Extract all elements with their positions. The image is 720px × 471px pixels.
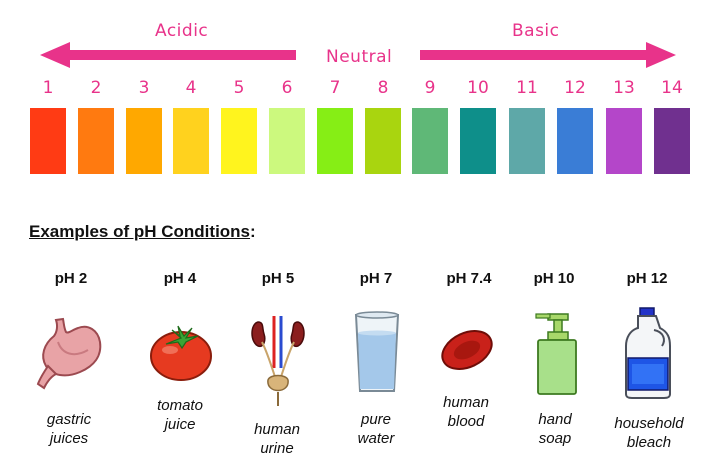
example-ph-label: pH 10 [533,270,575,287]
caption-line: household [614,415,684,432]
ph-swatch [30,108,66,174]
ph-number: 4 [185,78,197,98]
ph-number: 13 [613,78,635,98]
ph-number: 14 [661,78,683,98]
ph-swatch [173,108,209,174]
example-ph-label: pH 12 [626,270,668,287]
ph-number: 1 [42,78,54,98]
ph-swatch [365,108,401,174]
ph-number: 8 [377,78,389,98]
ph-swatch [269,108,305,174]
ph-swatch [557,108,593,174]
basic-label: Basic [512,21,560,41]
ph-swatch [126,108,162,174]
ph-swatch [78,108,114,174]
example-ph-label: pH 2 [54,270,88,287]
tomato-icon [150,325,212,381]
caption-line: tomato [157,397,203,414]
ph-number: 7 [329,78,341,98]
example-caption: pure water [321,410,431,448]
ph-swatch [606,108,642,174]
ph-number: 5 [233,78,245,98]
example-ph-label: pH 4 [163,270,197,287]
ph-swatch [317,108,353,174]
examples-heading: Examples of pH Conditions: [29,222,256,242]
caption-line: juices [49,430,89,447]
acidic-arrow-icon [40,42,296,68]
water-glass-icon [354,311,400,392]
caption-line: human [443,394,489,411]
example-caption: human blood [411,393,521,431]
caption-line: urine [260,440,294,457]
caption-line: hand [538,411,572,428]
urinary-system-icon [251,316,305,406]
ph-number: 10 [467,78,489,98]
ph-swatch [509,108,545,174]
caption-line: gastric [46,411,92,428]
example-caption: tomato juice [125,396,235,434]
caption-line: blood [447,413,485,430]
ph-swatch [460,108,496,174]
caption-line: bleach [626,434,672,451]
caption-line: soap [538,430,572,447]
ph-swatch [221,108,257,174]
acidic-label: Acidic [155,21,209,41]
caption-line: pure [360,411,392,428]
ph-number: 11 [516,78,538,98]
basic-arrow-icon [420,42,676,68]
ph-swatch [412,108,448,174]
blood-cell-icon [441,330,493,370]
stomach-icon [36,317,102,390]
ph-number: 2 [90,78,102,98]
example-caption: household bleach [594,414,704,452]
example-ph-label: pH 7 [359,270,393,287]
example-caption: gastric juices [14,410,124,448]
example-ph-label: pH 5 [261,270,295,287]
caption-line: juice [164,416,196,433]
examples-heading-text: Examples of pH Conditions [29,222,251,241]
ph-number: 6 [281,78,293,98]
soap-dispenser-icon [535,313,577,395]
bleach-bottle-icon [625,307,671,399]
neutral-label: Neutral [326,47,393,67]
caption-line: water [357,430,395,447]
ph-number: 12 [564,78,586,98]
examples-heading-colon: : [250,222,256,241]
ph-number: 9 [424,78,436,98]
example-ph-label: pH 7.4 [446,270,492,287]
example-caption: human urine [222,420,332,458]
example-caption: hand soap [500,410,610,448]
ph-swatch [654,108,690,174]
caption-line: human [254,421,300,438]
ph-number: 3 [138,78,150,98]
